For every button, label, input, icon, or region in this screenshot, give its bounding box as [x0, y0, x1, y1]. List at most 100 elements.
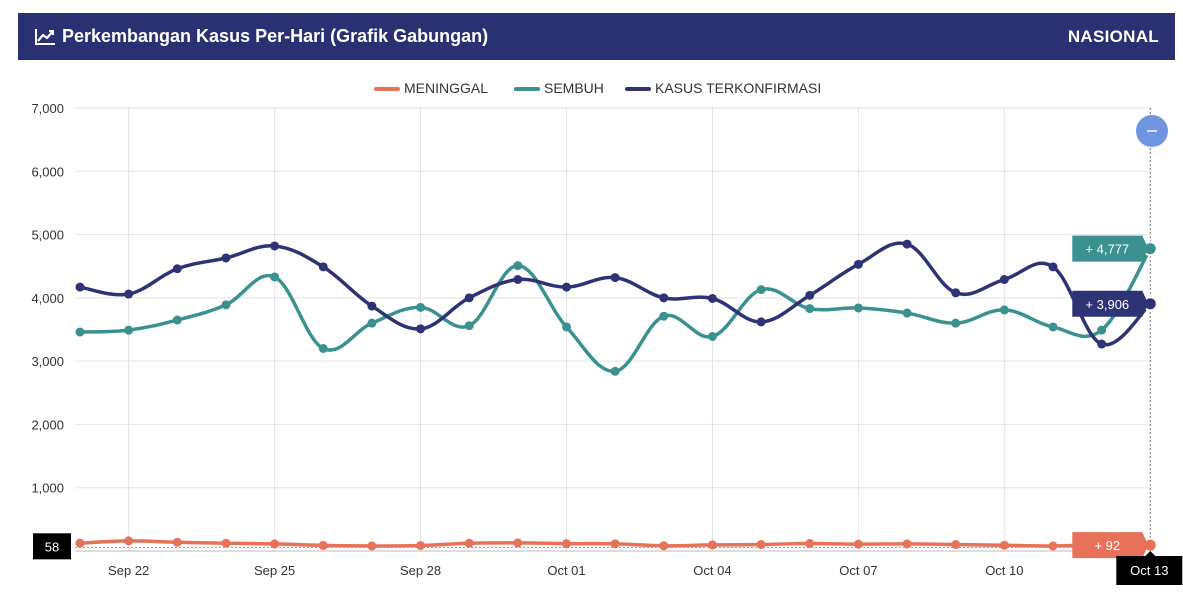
data-point: [756, 317, 766, 327]
grid: [75, 107, 1152, 552]
data-point: [805, 539, 815, 549]
chart-title: Perkembangan Kasus Per-Hari (Grafik Gabu…: [62, 26, 489, 46]
x-tick-label: Sep 25: [254, 563, 295, 578]
x-tick-label: Oct 04: [693, 563, 731, 578]
x-tick-label: Sep 28: [400, 563, 441, 578]
legend[interactable]: MENINGGAL SEMBUH KASUS TERKONFIRMASI: [374, 80, 821, 96]
data-point: [172, 315, 182, 325]
data-point: [416, 324, 426, 334]
data-point: [951, 540, 961, 550]
data-point: [853, 259, 863, 269]
data-point: [805, 290, 815, 300]
value-flag: + 4,777: [1072, 235, 1149, 262]
data-point: [124, 289, 134, 299]
header-left: Perkembangan Kasus Per-Hari (Grafik Gabu…: [34, 26, 488, 47]
data-point: [902, 539, 912, 549]
data-point: [124, 536, 134, 546]
data-point: [124, 325, 134, 335]
data-point: [513, 275, 523, 285]
data-point: [416, 302, 426, 312]
y-tick-label: 6,000: [31, 164, 64, 179]
data-point: [367, 541, 377, 551]
data-point: [513, 538, 523, 548]
data-point: [270, 272, 280, 282]
series-line: [79, 247, 1152, 374]
legend-label: KASUS TERKONFIRMASI: [655, 80, 821, 96]
x-hover-label: Oct 13: [1116, 551, 1183, 585]
data-point: [1097, 325, 1107, 335]
data-point: [1048, 541, 1058, 551]
y-tick-label: 2,000: [31, 417, 64, 432]
data-point: [172, 537, 182, 547]
data-point: [610, 366, 620, 376]
flag-shape: [1072, 532, 1149, 559]
legend-item[interactable]: MENINGGAL: [374, 80, 488, 96]
series-kasus-terkonfirmasi: [75, 239, 1158, 349]
legend-item[interactable]: KASUS TERKONFIRMASI: [625, 80, 821, 96]
data-point: [172, 264, 182, 274]
data-point: [416, 541, 426, 551]
y-hover-text: 58: [45, 539, 59, 554]
data-point: [464, 321, 474, 331]
data-point: [464, 538, 474, 548]
series-lines: [75, 239, 1158, 553]
data-point: [270, 539, 280, 549]
data-point: [659, 293, 669, 303]
data-point: [270, 241, 280, 251]
flag-label: + 4,777: [1085, 242, 1129, 257]
series-meninggal: [75, 536, 1158, 553]
x-hover-box: [1116, 556, 1183, 585]
y-tick-label: 7,000: [31, 101, 64, 116]
data-point: [999, 305, 1009, 315]
data-point: [999, 540, 1009, 550]
legend-label: SEMBUH: [544, 80, 604, 96]
data-point: [464, 293, 474, 303]
data-point: [707, 293, 717, 303]
data-point: [562, 322, 571, 332]
data-point: [659, 311, 669, 321]
data-point: [1097, 339, 1107, 349]
data-point: [75, 327, 85, 337]
y-tick-label: 3,000: [31, 354, 64, 369]
data-point: [75, 538, 85, 548]
data-point: [1048, 262, 1058, 272]
data-point: [221, 538, 231, 548]
data-point: [610, 539, 620, 549]
data-point: [659, 541, 669, 551]
region-label: NASIONAL: [1067, 26, 1159, 46]
data-point: [999, 275, 1009, 285]
data-point: [805, 304, 815, 314]
data-point: [707, 540, 717, 550]
flag-label: + 92: [1094, 538, 1120, 553]
x-tick-label: Oct 10: [985, 563, 1023, 578]
data-point: [75, 282, 85, 292]
data-point: [221, 300, 231, 310]
data-point: [221, 253, 231, 263]
x-tick-label: Sep 22: [108, 563, 149, 578]
y-hover-box: [33, 533, 71, 560]
data-point: [902, 239, 912, 249]
data-point: [853, 539, 863, 549]
data-point: [318, 262, 328, 272]
value-flag: + 3,906: [1072, 290, 1149, 317]
zoom-out-button[interactable]: [1136, 115, 1168, 147]
y-tick-label: 4,000: [31, 291, 64, 306]
flag-shape: [1072, 235, 1149, 262]
x-axis: Sep 22 Sep 25 Sep 28 Oct 01 Oct 04 Oct 07 Oct …: [108, 563, 1023, 578]
x-tick-label: Oct 07: [839, 563, 877, 578]
hover-flags: + 4,777 + 3,906 + 92 58 Oct 13: [33, 235, 1183, 585]
data-point: [951, 318, 961, 328]
data-point: [318, 343, 328, 353]
y-tick-label: 5,000: [31, 228, 64, 243]
data-point: [853, 303, 863, 313]
line-chart-icon: [34, 28, 56, 46]
data-point: [513, 261, 523, 271]
data-point: [610, 273, 620, 283]
data-point: [367, 301, 377, 311]
data-point: [707, 331, 717, 341]
legend-item[interactable]: SEMBUH: [514, 80, 604, 96]
flag-shape: [1072, 290, 1149, 317]
y-tick-label: 1,000: [31, 481, 64, 496]
